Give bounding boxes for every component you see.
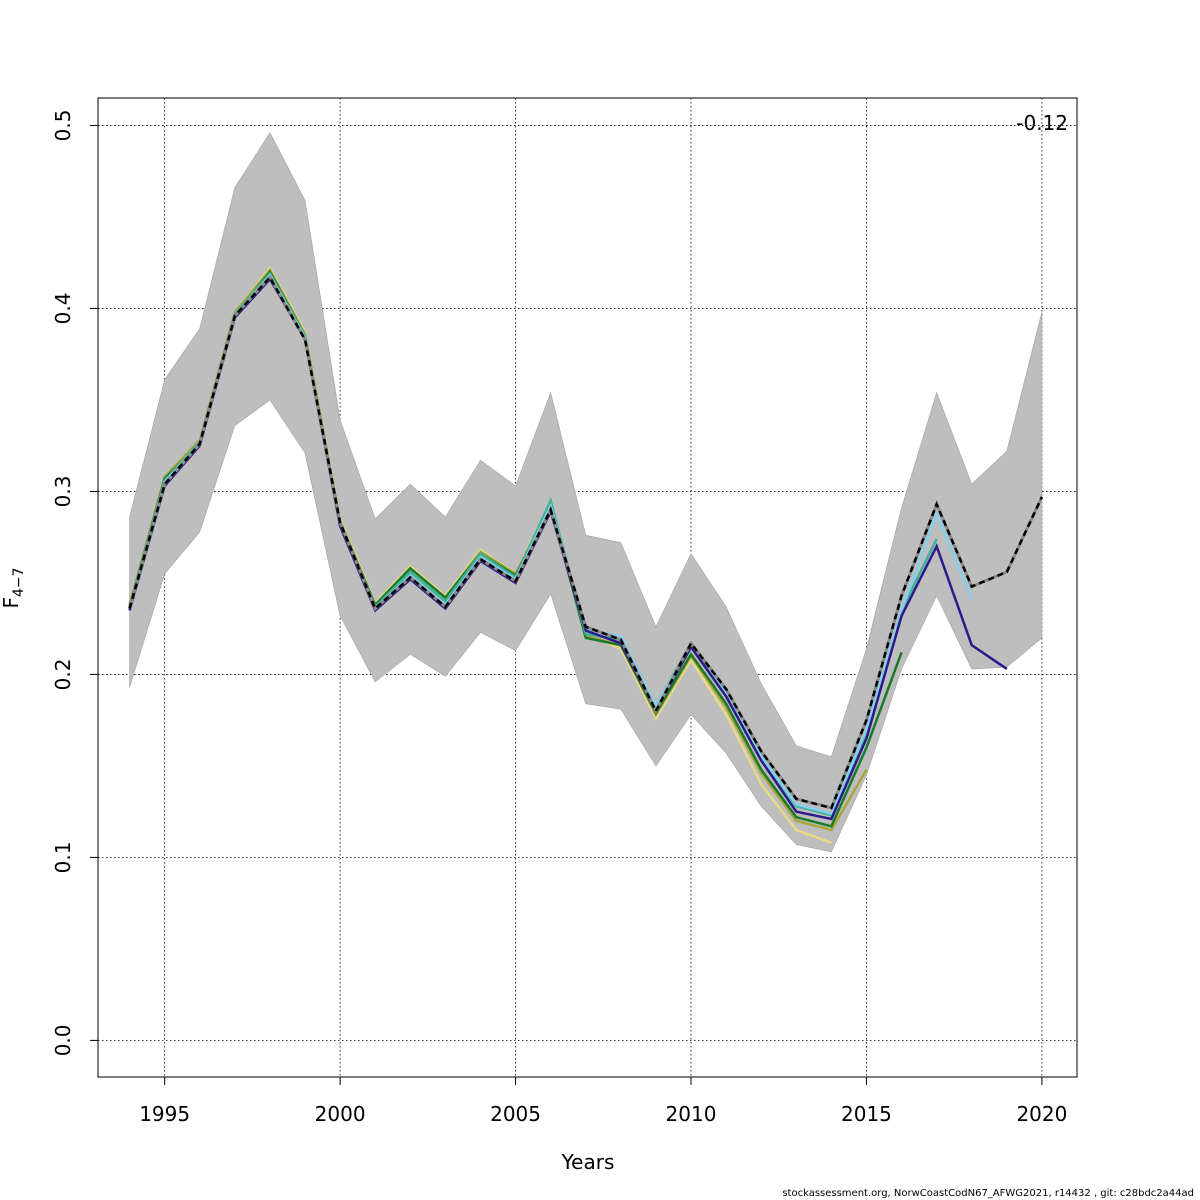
- y-axis-label: F4−7: [0, 567, 27, 608]
- y-axis-label-sub: 4−7: [11, 567, 27, 597]
- y-tick-label: 0.0: [51, 1024, 75, 1056]
- x-tick-label: 2005: [490, 1102, 541, 1126]
- x-axis-label: Years: [561, 1150, 615, 1174]
- y-tick-label: 0.1: [51, 842, 75, 874]
- x-tick-label: 2000: [315, 1102, 366, 1126]
- series-line-2020: [128, 275, 1044, 810]
- mohn-rho-annotation: -0.12: [1016, 111, 1068, 135]
- y-tick-label: 0.3: [51, 476, 75, 508]
- x-tick-label: 1995: [139, 1102, 190, 1126]
- y-tick-label: 0.2: [51, 659, 75, 691]
- series-line-2015: [128, 267, 868, 832]
- y-axis-label-main: F: [0, 597, 23, 609]
- y-tick-label: 0.5: [51, 110, 75, 142]
- x-tick-label: 2015: [841, 1102, 892, 1126]
- y-tick-label: 0.4: [51, 293, 75, 325]
- plot-frame: [97, 97, 1078, 1078]
- x-tick-label: 2010: [666, 1102, 717, 1126]
- confidence-band-area: [129, 132, 1043, 853]
- series-lines: [128, 265, 1044, 844]
- x-tick-label: 2020: [1016, 1102, 1067, 1126]
- footer-credit: stockassessment.org, NorwCoastCodN67_AFW…: [782, 1188, 1194, 1199]
- confidence-band: [129, 132, 1043, 853]
- svg-text:F4−7: F4−7: [0, 567, 27, 608]
- axes: 1995 2000 2005 2010 2015 2020 0.0 0.1 0.2 0.3 0.4 0…: [51, 110, 1067, 1126]
